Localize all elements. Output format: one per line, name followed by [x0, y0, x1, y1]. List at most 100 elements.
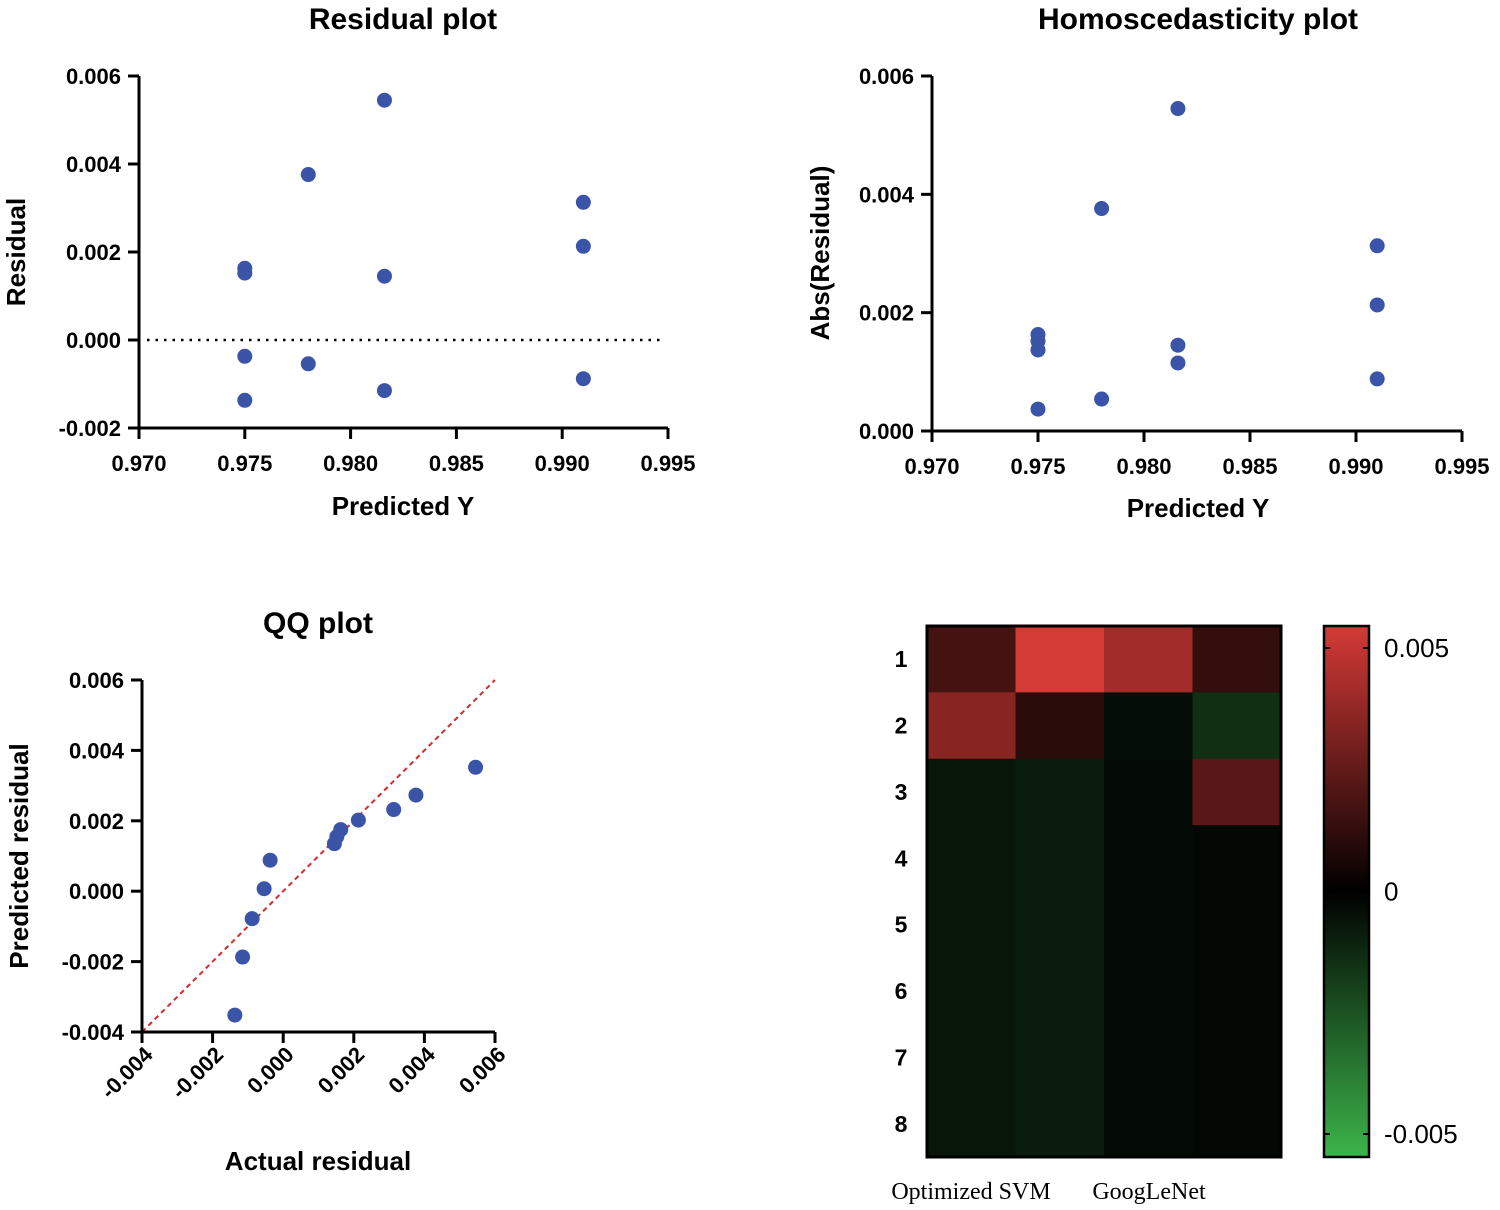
heatmap-cell [1104, 957, 1193, 1025]
data-point [376, 383, 392, 399]
heatmap-cell [1104, 825, 1193, 892]
y-tick-label: 0.000 [69, 879, 124, 904]
heatmap-cell [927, 692, 1016, 760]
data-point [1030, 401, 1046, 417]
x-tick-label: 0.975 [1010, 454, 1065, 479]
qq-plot-axes [140, 680, 495, 1034]
heatmap-cell [927, 626, 1016, 693]
heatmap-cell [1104, 626, 1193, 693]
heatmap-cell [1015, 825, 1105, 892]
x-tick-label: 0.975 [217, 451, 272, 476]
heatmap-cell [1104, 891, 1193, 959]
homoscedasticity-plot: Homoscedasticity plot Abs(Residual) Pred… [805, 3, 1490, 523]
homoscedasticity-plot-ticks: 0.970 0.975 0.980 0.985 0.990 0.995 0.000 0.002… [859, 64, 1490, 479]
y-tick-label: 0.002 [69, 809, 124, 834]
heatmap-cell [927, 1024, 1016, 1092]
identity-reference-line [141, 679, 496, 1033]
x-tick-label: 0.006 [454, 1042, 511, 1099]
data-point [1094, 391, 1110, 407]
heatmap-frame [925, 624, 1283, 1159]
heatmap-cell [1104, 1024, 1193, 1092]
heatmap-row-labels: 1 2 3 4 5 6 7 8 [895, 646, 908, 1137]
y-tick-label: 0.004 [66, 152, 122, 177]
data-point [1170, 355, 1186, 371]
heatmap-row-label: 1 [895, 646, 908, 672]
heatmap-cell [1192, 957, 1282, 1025]
data-point [235, 949, 251, 965]
heatmap-col-label-googlenet: GoogLeNet [1092, 1179, 1206, 1205]
data-point [376, 92, 392, 108]
x-tick-label: 0.000 [242, 1042, 299, 1099]
heatmap-cell [1192, 692, 1282, 760]
y-tick-label: 0.006 [66, 64, 121, 89]
heatmap-cell [1192, 626, 1282, 693]
data-point [300, 167, 316, 183]
colorbar-ticks: 0.005 0 -0.005 [1324, 633, 1458, 1149]
data-point [300, 356, 316, 372]
heatmap-row-label: 3 [895, 779, 908, 805]
qq-plot-ylabel: Predicted residual [4, 743, 34, 968]
heatmap-cell [1015, 692, 1105, 760]
data-point [227, 1007, 243, 1023]
data-point [1170, 101, 1186, 117]
heatmap-cell [1192, 758, 1282, 826]
homoscedasticity-plot-ylabel: Abs(Residual) [805, 166, 835, 341]
heatmap: 1 2 3 4 5 6 7 8 Optimized SVM GoogLeNet 0.005 0 -… [891, 624, 1458, 1205]
data-point [256, 881, 272, 897]
heatmap-cell [1015, 957, 1105, 1025]
data-point [237, 265, 253, 281]
x-tick-label: 0.980 [323, 451, 378, 476]
heatmap-cell [927, 1090, 1016, 1158]
qq-plot-xlabel: Actual residual [225, 1146, 411, 1176]
heatmap-row-label: 4 [895, 845, 908, 871]
data-point [1369, 371, 1385, 387]
qq-plot: QQ plot Predicted residual Actual residu… [4, 607, 511, 1176]
residual-plot-points [237, 92, 591, 408]
heatmap-row-label: 6 [895, 978, 908, 1004]
data-point [350, 812, 366, 828]
data-point [376, 268, 392, 284]
y-tick-label: 0.006 [859, 64, 914, 89]
homoscedasticity-plot-axes [930, 76, 1462, 433]
heatmap-cell [1104, 1090, 1193, 1158]
residual-plot: Residual plot Residual Predicted Y 0.970… [1, 3, 696, 521]
x-tick-label: 0.990 [535, 451, 590, 476]
x-tick-label: -0.004 [96, 1041, 158, 1103]
heatmap-cell [927, 758, 1016, 826]
heatmap-cell [1015, 1090, 1105, 1158]
y-tick-label: -0.004 [62, 1020, 125, 1045]
qq-plot-points [227, 759, 484, 1023]
heatmap-cell [1015, 1024, 1105, 1092]
y-tick-label: 0.000 [66, 328, 121, 353]
x-tick-label: 0.004 [383, 1041, 440, 1098]
qq-plot-title: QQ plot [263, 607, 373, 640]
qq-plot-ticks: -0.004 -0.002 0.000 0.002 0.004 0.006-0.004-0… [62, 668, 511, 1104]
heatmap-cell [1192, 1024, 1282, 1092]
heatmap-cell [927, 957, 1016, 1025]
data-point [468, 759, 484, 775]
x-tick-label: 0.995 [1434, 454, 1489, 479]
homoscedasticity-plot-title: Homoscedasticity plot [1038, 3, 1358, 36]
data-point [575, 238, 591, 254]
data-point [1170, 337, 1186, 353]
data-point [237, 348, 253, 364]
heatmap-cell [1192, 1090, 1282, 1158]
data-point [1030, 342, 1046, 358]
data-point [262, 852, 278, 868]
data-point [333, 822, 349, 838]
x-tick-label: -0.002 [166, 1042, 228, 1104]
heatmap-row-label: 8 [895, 1111, 908, 1137]
heatmap-cell [927, 825, 1016, 892]
heatmap-cell [1015, 758, 1105, 826]
y-tick-label: 0.002 [66, 240, 121, 265]
x-tick-label: 0.985 [429, 451, 484, 476]
y-tick-label: -0.002 [59, 416, 121, 441]
homoscedasticity-plot-points [1030, 101, 1385, 417]
colorbar [1322, 624, 1371, 1159]
heatmap-cell [1104, 758, 1193, 826]
data-point [244, 911, 260, 927]
colorbar-tick-label: -0.005 [1384, 1119, 1458, 1149]
heatmap-cell [1192, 825, 1282, 892]
data-point [575, 371, 591, 387]
homoscedasticity-plot-xlabel: Predicted Y [1127, 493, 1270, 523]
